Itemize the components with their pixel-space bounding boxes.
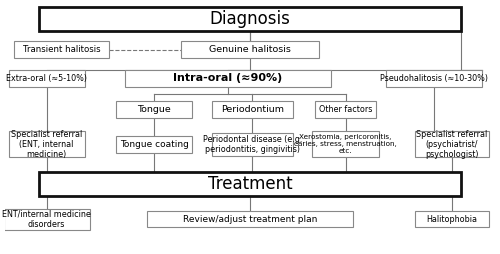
Text: Halitophobia: Halitophobia: [426, 215, 478, 224]
FancyBboxPatch shape: [125, 70, 331, 87]
FancyBboxPatch shape: [147, 211, 353, 227]
FancyBboxPatch shape: [315, 102, 376, 118]
Text: Diagnosis: Diagnosis: [210, 10, 290, 28]
Text: Xerostomia, pericoronitis,
caries, stress, menstruation,
etc.: Xerostomia, pericoronitis, caries, stres…: [294, 134, 397, 154]
FancyBboxPatch shape: [40, 172, 461, 196]
Text: Tongue: Tongue: [138, 105, 172, 114]
FancyBboxPatch shape: [212, 102, 293, 118]
FancyBboxPatch shape: [4, 209, 89, 230]
FancyBboxPatch shape: [386, 70, 482, 87]
Text: Intra-oral (≈90%): Intra-oral (≈90%): [174, 73, 282, 84]
FancyBboxPatch shape: [212, 133, 293, 156]
FancyBboxPatch shape: [182, 41, 318, 58]
Text: Periodontal disease (e.g.
periodontitis, gingivitis): Periodontal disease (e.g. periodontitis,…: [203, 135, 302, 154]
Text: Review/adjust treatment plan: Review/adjust treatment plan: [183, 215, 317, 224]
FancyBboxPatch shape: [415, 131, 488, 157]
FancyBboxPatch shape: [40, 7, 461, 30]
Text: Extra-oral (≈5-10%): Extra-oral (≈5-10%): [6, 74, 87, 83]
Text: ENT/internal medicine
disorders: ENT/internal medicine disorders: [2, 209, 91, 229]
FancyBboxPatch shape: [116, 136, 192, 152]
Text: Specialist referral
(psychiatrist/
psychologist): Specialist referral (psychiatrist/ psych…: [416, 130, 488, 159]
FancyBboxPatch shape: [415, 211, 488, 227]
Text: Genuine halitosis: Genuine halitosis: [209, 45, 291, 54]
Text: Specialist referral
(ENT, internal
medicine): Specialist referral (ENT, internal medic…: [11, 130, 83, 159]
FancyBboxPatch shape: [8, 70, 85, 87]
FancyBboxPatch shape: [8, 131, 85, 157]
Text: Treatment: Treatment: [208, 175, 292, 193]
Text: Transient halitosis: Transient halitosis: [22, 45, 100, 54]
FancyBboxPatch shape: [14, 41, 109, 58]
Text: Pseudohalitosis (≈10-30%): Pseudohalitosis (≈10-30%): [380, 74, 488, 83]
FancyBboxPatch shape: [116, 102, 192, 118]
FancyBboxPatch shape: [312, 131, 378, 157]
Text: Periodontium: Periodontium: [221, 105, 284, 114]
Text: Tongue coating: Tongue coating: [120, 140, 189, 149]
Text: Other factors: Other factors: [319, 105, 372, 114]
